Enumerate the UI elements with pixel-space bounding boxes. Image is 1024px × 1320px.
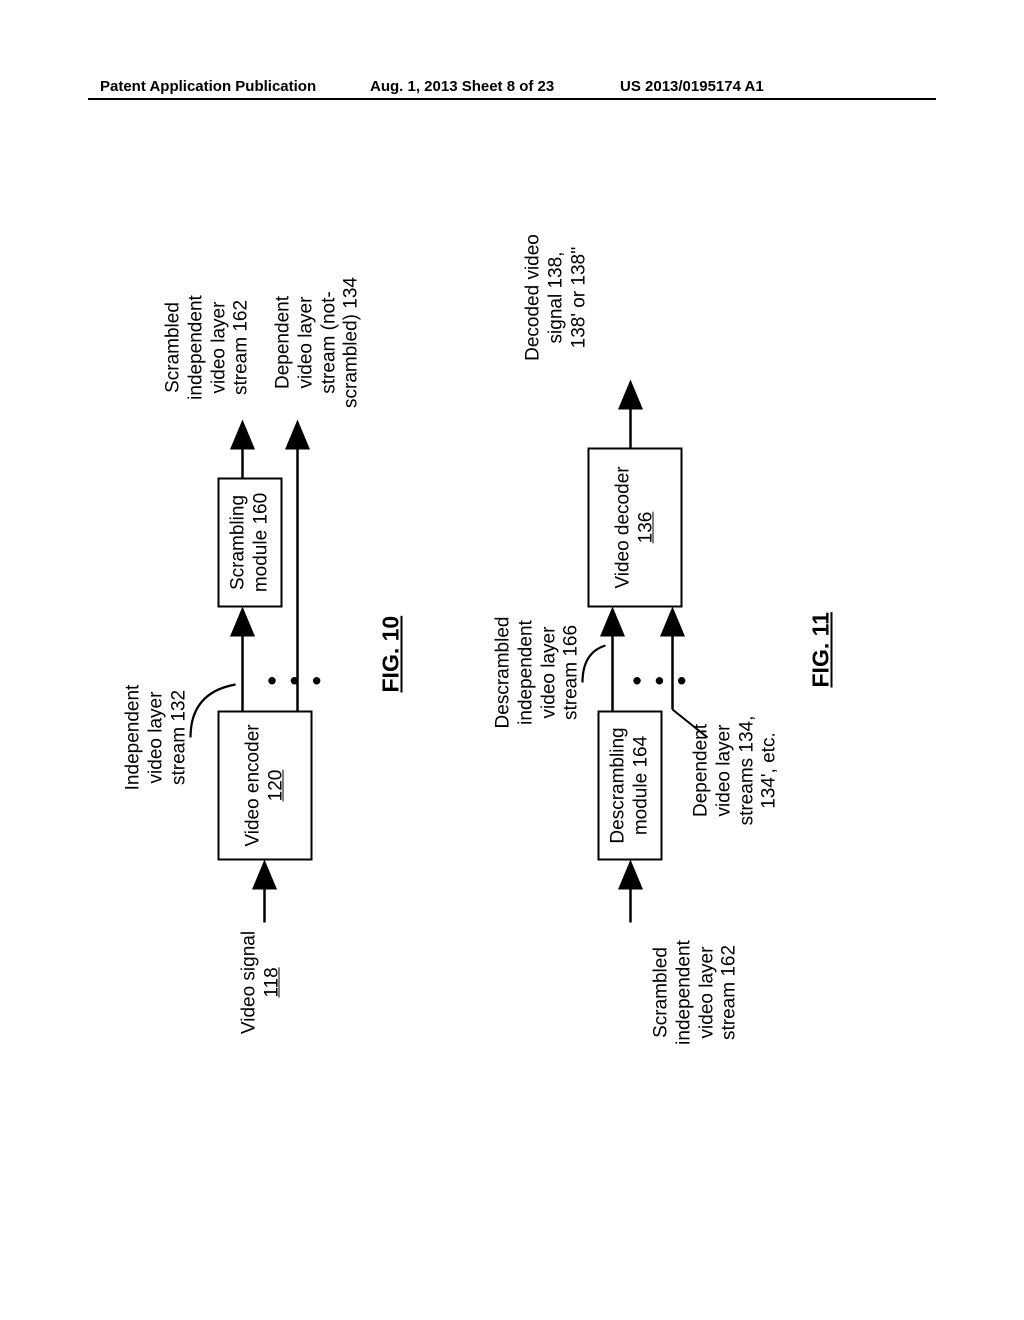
text: 120 xyxy=(265,770,288,802)
fig11-decoded-out-label: Decoded video signal 138, 138' or 138'' xyxy=(523,218,591,378)
text: scrambled) 134 xyxy=(341,277,362,408)
fig10-scrambling-box: Scrambling module 160 xyxy=(218,478,283,608)
fig10-dots: • • • xyxy=(268,666,325,697)
text: Descrambling xyxy=(607,727,630,843)
text: Decoded video xyxy=(523,234,544,361)
text: signal 138, xyxy=(545,252,566,344)
header-rule xyxy=(88,98,936,100)
text: Video decoder xyxy=(612,466,635,588)
fig10-scrambled-out-label: Scrambled independent video layer stream… xyxy=(163,278,254,418)
text: Dependent xyxy=(691,724,712,817)
text: module 160 xyxy=(250,493,273,592)
text: video layer xyxy=(295,297,316,389)
text: Descrambled xyxy=(493,617,514,729)
text: Dependent xyxy=(273,296,294,389)
fig11-descrambled-label: Descrambled independent video layer stre… xyxy=(493,598,584,748)
fig10-video-signal-label: Video signal 118 xyxy=(239,923,285,1043)
text: stream 162 xyxy=(719,945,740,1040)
fig10-dependent-out-label: Dependent video layer stream (not- scram… xyxy=(273,268,364,418)
fig10-video-encoder-box: Video encoder 120 xyxy=(218,711,313,861)
text: 134', etc. xyxy=(759,732,780,809)
fig11-dependent-in-label: Dependent video layer streams 134, 134',… xyxy=(691,701,782,841)
fig11-dots: • • • xyxy=(633,666,690,697)
text: 138' or 138'' xyxy=(568,247,589,349)
text: video layer xyxy=(208,302,229,394)
header-right: US 2013/0195174 A1 xyxy=(620,78,764,95)
text: independent xyxy=(673,940,694,1045)
text: Independent xyxy=(123,685,144,791)
fig11-scrambled-in-label: Scrambled independent video layer stream… xyxy=(651,923,742,1063)
text: Scrambled xyxy=(163,302,184,393)
fig11-descrambling-box: Descrambling module 164 xyxy=(598,711,663,861)
text: stream 166 xyxy=(561,625,582,720)
header-center: Aug. 1, 2013 Sheet 8 of 23 xyxy=(370,78,554,95)
text: video layer xyxy=(696,947,717,1039)
text: Scrambled xyxy=(651,947,672,1038)
fig10-independent-stream-label: Independent video layer stream 132 xyxy=(123,668,191,808)
text: independent xyxy=(185,295,206,400)
header-left: Patent Application Publication xyxy=(100,78,316,95)
rotated-canvas: Video signal 118 Video encoder 120 Indep… xyxy=(143,378,903,933)
text: video layer xyxy=(538,627,559,719)
fig11-caption: FIG. 11 xyxy=(808,612,835,687)
text: stream (not- xyxy=(318,291,339,393)
fig10-caption: FIG. 10 xyxy=(378,616,405,693)
text: Video encoder xyxy=(242,724,265,846)
text: independent xyxy=(515,620,536,725)
text: 118 xyxy=(261,967,282,997)
text: video layer xyxy=(713,725,734,817)
text: module 164 xyxy=(630,736,653,835)
text: stream 162 xyxy=(231,300,252,395)
text: Scrambling xyxy=(227,495,250,590)
fig11-video-decoder-box: Video decoder 136 xyxy=(588,448,683,608)
text: streams 134, xyxy=(736,716,757,826)
text: video layer xyxy=(145,692,166,784)
text: stream 132 xyxy=(168,690,189,785)
text: 136 xyxy=(635,512,658,544)
text: Video signal xyxy=(239,931,260,1034)
